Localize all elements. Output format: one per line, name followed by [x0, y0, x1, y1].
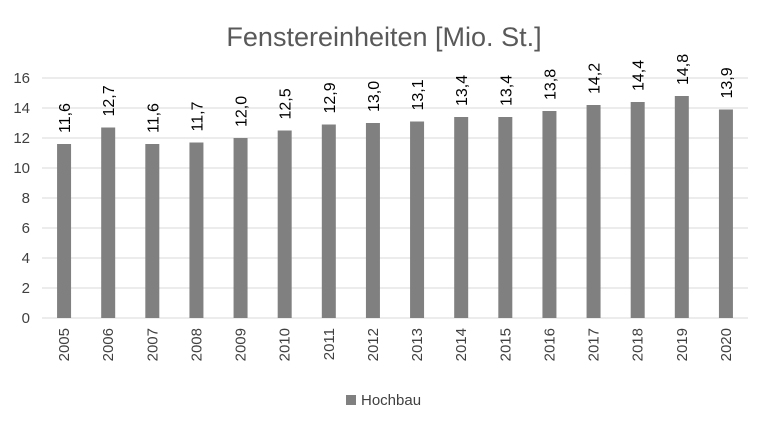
data-label-2020: 13,9 — [719, 67, 736, 98]
bar-2010 — [277, 130, 292, 318]
x-tick-label-2009: 2009 — [233, 328, 250, 361]
x-tick-label-2006: 2006 — [100, 328, 117, 361]
legend: Hochbau — [346, 392, 421, 409]
data-label-2007: 11,6 — [145, 103, 162, 133]
bar-2006 — [101, 127, 116, 318]
legend-swatch — [346, 395, 356, 405]
bar-2020 — [718, 109, 733, 318]
data-label-2015: 13,4 — [498, 75, 515, 106]
x-tick-label-2016: 2016 — [541, 328, 558, 361]
data-label-2012: 13,0 — [366, 81, 383, 112]
bars — [57, 96, 733, 318]
y-tick-label-16: 16 — [13, 70, 30, 87]
bar-2018 — [630, 102, 645, 318]
chart-title: Fenstereinheiten [Mio. St.] — [226, 22, 541, 52]
bar-2019 — [674, 96, 689, 318]
bar-2005 — [57, 144, 72, 318]
bar-2009 — [233, 138, 248, 318]
x-tick-label-2013: 2013 — [409, 328, 426, 361]
x-tick-label-2012: 2012 — [365, 328, 382, 361]
y-axis-ticks: 0 2 4 6 8 10 12 14 16 — [13, 70, 30, 327]
bar-2008 — [189, 142, 204, 318]
data-labels: 11,6 12,7 11,6 11,7 12,0 12,5 12,9 13,0 13,1 13,4… — [57, 54, 736, 133]
data-label-2019: 14,8 — [675, 54, 692, 85]
x-tick-label-2020: 2020 — [718, 328, 735, 361]
y-tick-label-10: 10 — [13, 160, 30, 177]
y-tick-label-12: 12 — [13, 130, 30, 147]
bar-2014 — [454, 117, 469, 318]
bar-2011 — [321, 124, 336, 318]
y-tick-label-0: 0 — [22, 310, 30, 327]
data-label-2014: 13,4 — [454, 75, 471, 106]
x-tick-label-2019: 2019 — [674, 328, 691, 361]
bar-2017 — [586, 105, 601, 318]
data-label-2009: 12,0 — [234, 96, 251, 127]
data-label-2016: 13,8 — [542, 69, 559, 100]
data-label-2011: 12,9 — [322, 82, 339, 113]
data-label-2018: 14,4 — [631, 60, 648, 91]
data-label-2006: 12,7 — [101, 85, 118, 116]
x-axis-ticks: 2005 2006 2007 2008 2009 2010 2011 2012 2013 2014… — [56, 328, 735, 361]
data-label-2017: 14,2 — [587, 63, 604, 94]
y-tick-label-2: 2 — [22, 280, 30, 297]
bar-2016 — [542, 111, 557, 318]
bar-2015 — [498, 117, 513, 318]
x-tick-label-2007: 2007 — [144, 328, 161, 361]
data-label-2005: 11,6 — [57, 103, 74, 133]
x-tick-label-2005: 2005 — [56, 328, 73, 361]
x-tick-label-2008: 2008 — [188, 328, 205, 361]
y-tick-label-6: 6 — [22, 220, 30, 237]
legend-label-hochbau: Hochbau — [361, 392, 421, 409]
bar-2007 — [145, 144, 160, 318]
y-tick-label-8: 8 — [22, 190, 30, 207]
y-tick-label-14: 14 — [13, 100, 30, 117]
x-tick-label-2017: 2017 — [586, 328, 603, 361]
x-tick-label-2015: 2015 — [497, 328, 514, 361]
x-tick-label-2011: 2011 — [321, 328, 338, 360]
data-label-2013: 13,1 — [410, 79, 427, 110]
y-tick-label-4: 4 — [22, 250, 30, 267]
data-label-2010: 12,5 — [278, 88, 295, 119]
x-tick-label-2018: 2018 — [630, 328, 647, 361]
x-tick-label-2014: 2014 — [453, 328, 470, 361]
x-tick-label-2010: 2010 — [277, 328, 294, 361]
bar-2013 — [410, 121, 425, 318]
data-label-2008: 11,7 — [189, 101, 206, 131]
gridlines — [42, 77, 748, 319]
bar-2012 — [365, 123, 380, 318]
